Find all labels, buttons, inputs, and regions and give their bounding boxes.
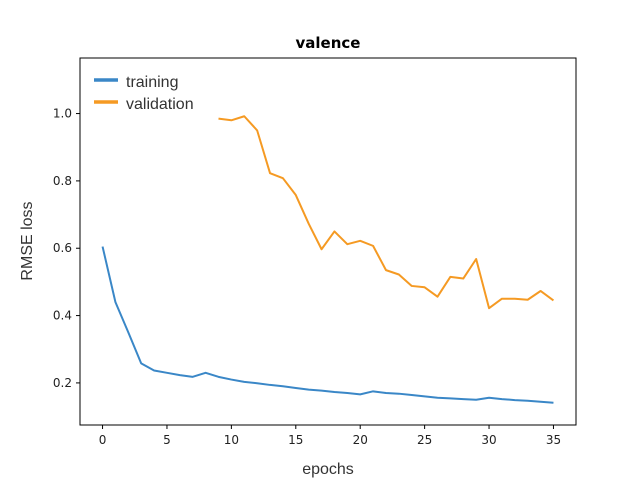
legend-label-training: training — [126, 74, 178, 91]
x-tick-label: 30 — [481, 433, 496, 447]
x-tick-label: 10 — [224, 433, 239, 447]
y-tick-label: 0.8 — [53, 174, 72, 188]
chart-title: valence — [296, 34, 361, 52]
x-tick-label: 0 — [99, 433, 107, 447]
x-tick-label: 15 — [288, 433, 303, 447]
y-axis: 0.2 0.4 0.6 0.8 1.0 — [53, 107, 80, 390]
y-axis-label: RMSE loss — [19, 201, 36, 280]
series-line-validation — [218, 115, 555, 310]
x-tick-label: 20 — [353, 433, 368, 447]
y-tick-label: 0.4 — [53, 309, 72, 323]
y-tick-label: 0.2 — [53, 376, 72, 390]
x-tick-label: 35 — [546, 433, 561, 447]
x-axis-label: epochs — [302, 461, 354, 478]
x-tick-label: 25 — [417, 433, 432, 447]
series-lines — [101, 115, 555, 404]
legend-label-validation: validation — [126, 96, 194, 113]
y-tick-label: 0.6 — [53, 241, 72, 255]
y-tick-label: 1.0 — [53, 107, 72, 121]
x-axis: 0 5 10 15 20 25 30 35 — [99, 425, 561, 447]
legend: training validation — [94, 74, 194, 113]
x-tick-label: 5 — [163, 433, 171, 447]
series-line-training — [101, 246, 554, 404]
